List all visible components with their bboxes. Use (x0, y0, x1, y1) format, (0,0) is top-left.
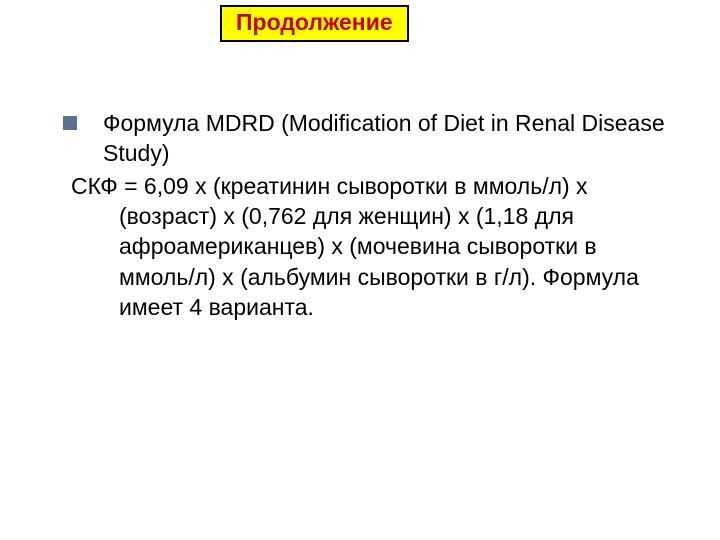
slide-title: Продолжение (236, 9, 393, 35)
body-paragraph: СКФ = 6,09 х (креатинин сыворотки в ммол… (71, 171, 665, 323)
bullet-text: Формула MDRD (Modification of Diet in Re… (103, 108, 665, 169)
title-box: Продолжение (220, 5, 409, 42)
bullet-marker-wrap (55, 108, 103, 130)
bullet-item: Формула MDRD (Modification of Diet in Re… (55, 108, 665, 169)
square-bullet-icon (63, 116, 77, 130)
content-area: Формула MDRD (Modification of Diet in Re… (55, 108, 665, 323)
